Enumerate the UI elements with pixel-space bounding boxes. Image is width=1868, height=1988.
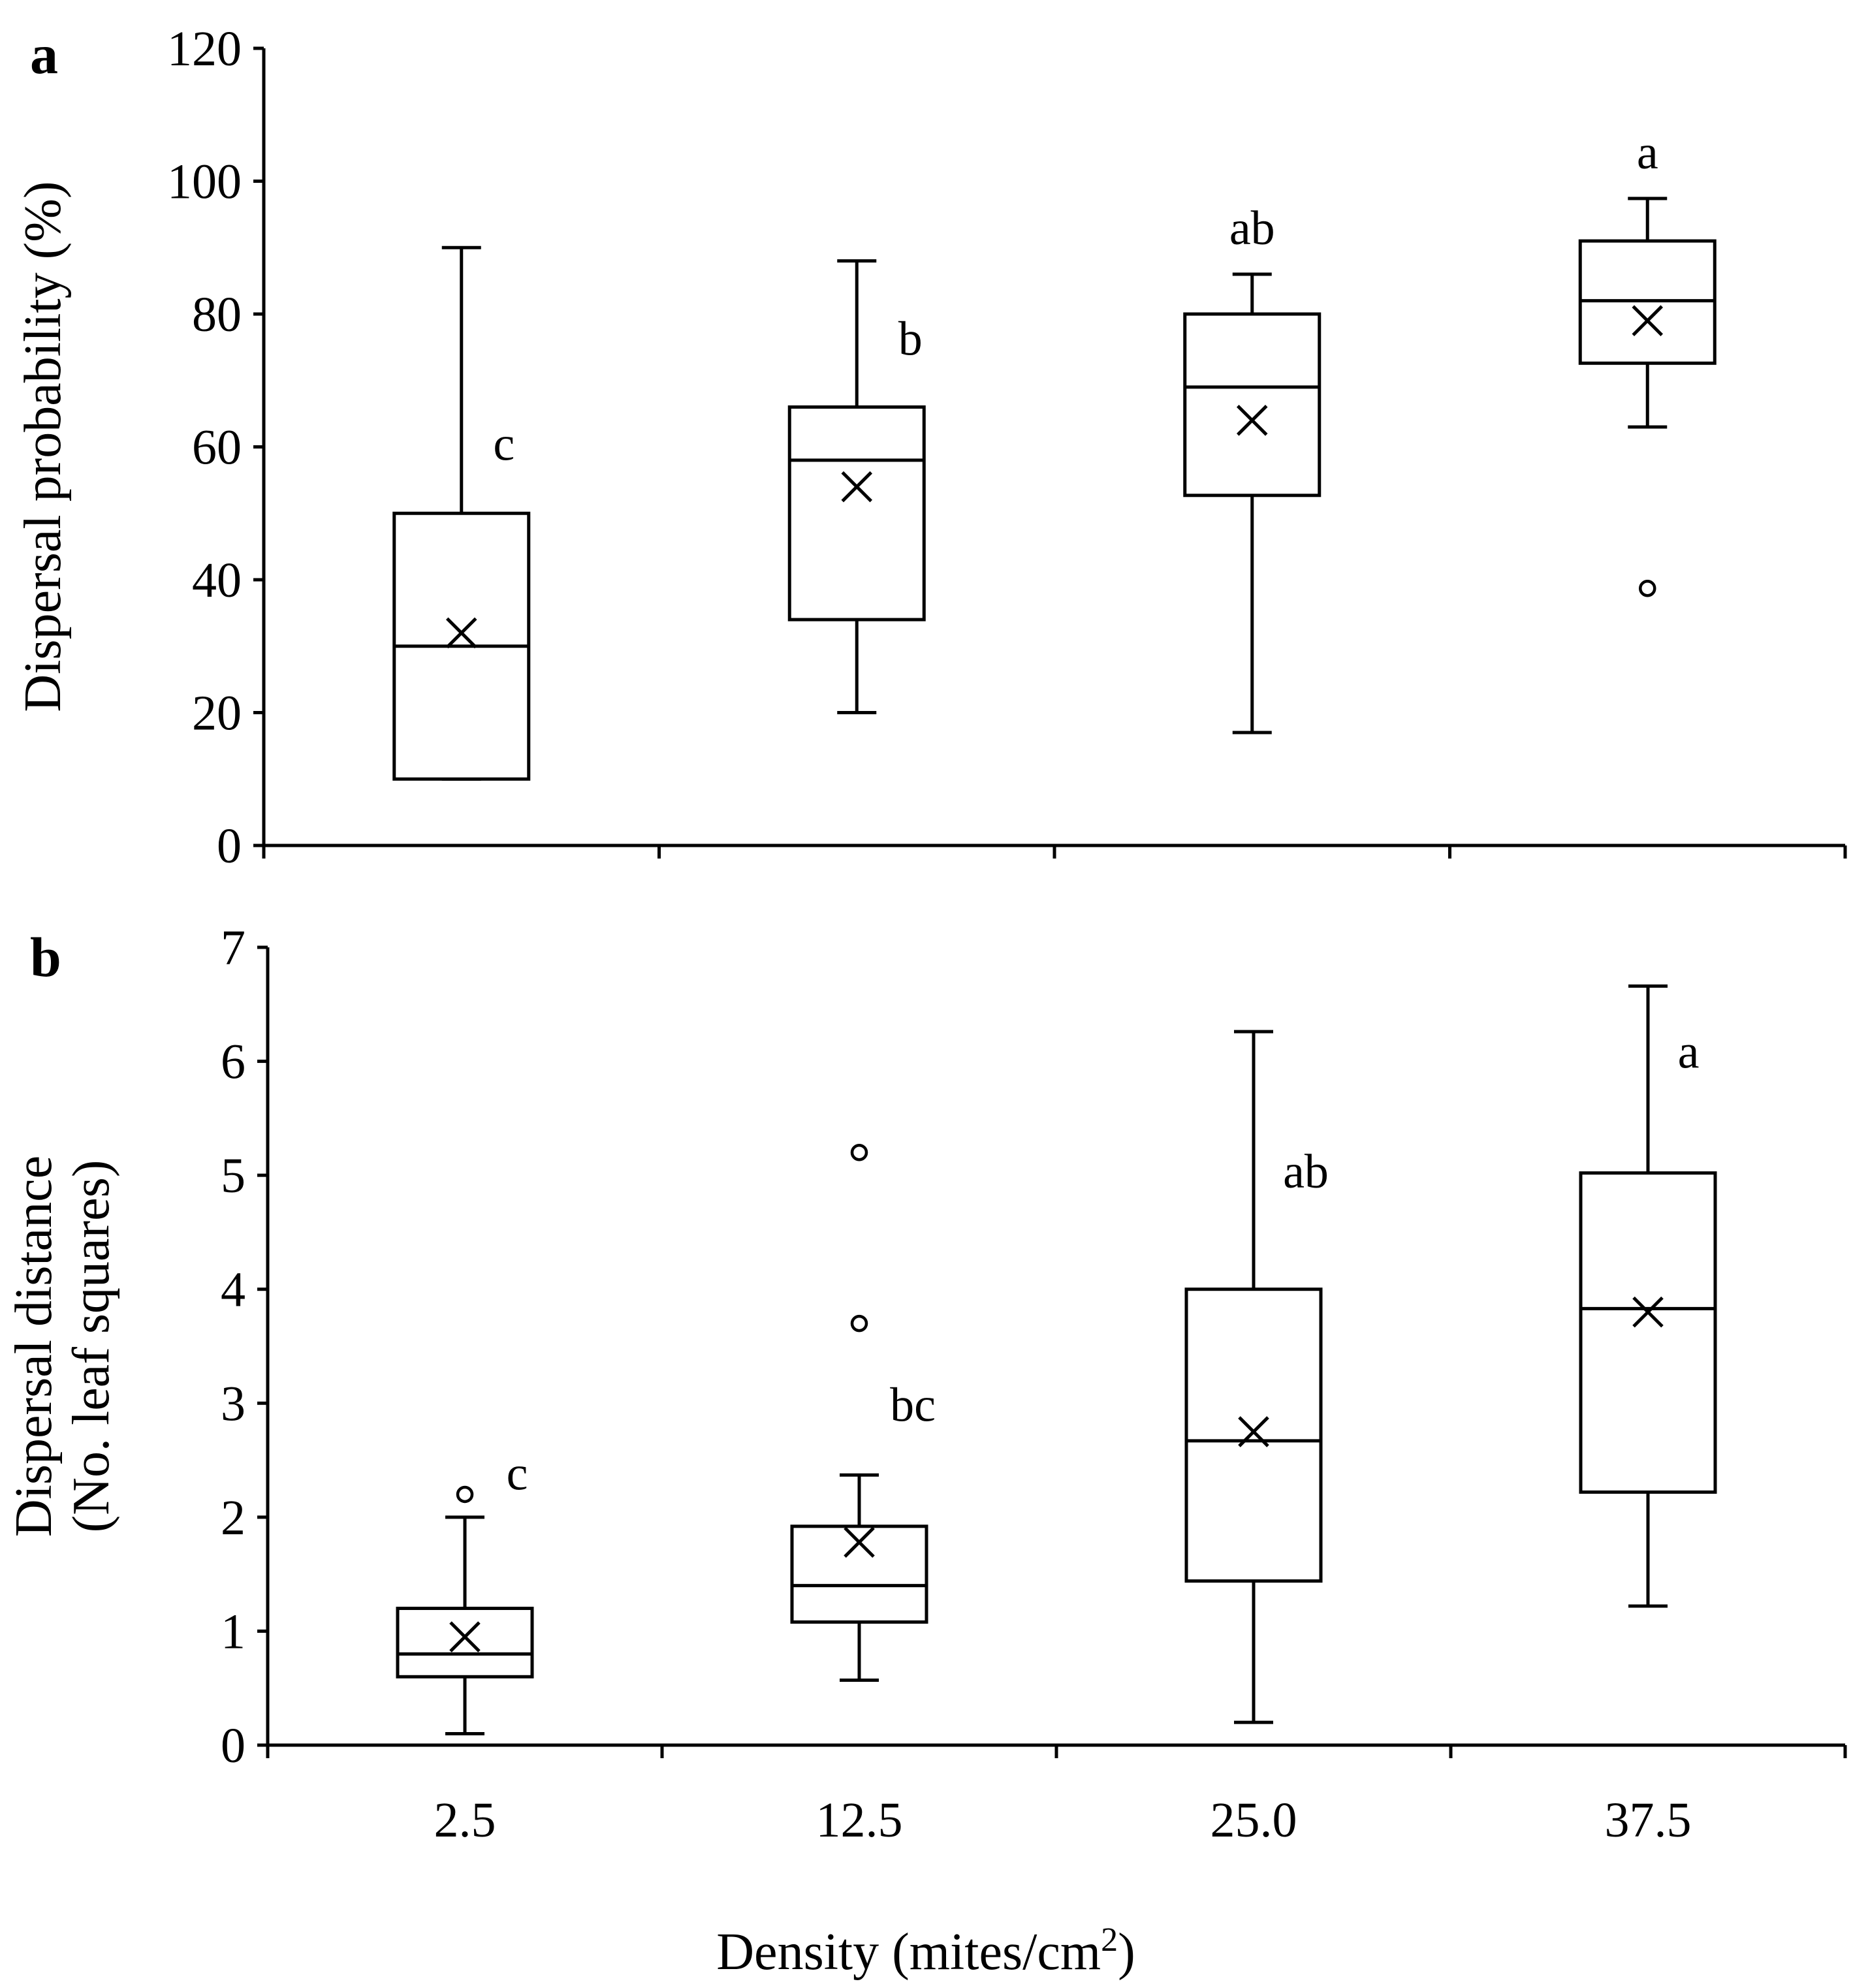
significance-letter: ab [1283, 1145, 1329, 1199]
significance-letter: bc [890, 1379, 936, 1432]
x-axis-title-end: ) [1118, 1923, 1135, 1981]
significance-letter: b [898, 313, 923, 366]
iqr-box [787, 405, 926, 622]
box-37.5: a [1578, 126, 1717, 597]
iqr-box [396, 1607, 534, 1679]
box-12.5: b [787, 259, 926, 714]
significance-letter: c [507, 1447, 528, 1500]
y-tick-label: 80 [192, 287, 242, 342]
outlier-point [1639, 579, 1656, 597]
y-tick-label: 120 [167, 22, 242, 76]
box-12.5: bc [790, 1143, 936, 1682]
significance-letter: a [1678, 1026, 1700, 1079]
y-tick-label: 100 [167, 155, 242, 210]
outlier-point [456, 1485, 474, 1504]
y-tick-label: 2 [221, 1491, 245, 1545]
box-37.5: a [1579, 984, 1717, 1608]
x-axis-title-main: Density (mites/cm [716, 1923, 1101, 1981]
panel-label: b [30, 926, 61, 988]
mean-marker [1238, 1416, 1269, 1447]
mean-marker [841, 471, 873, 503]
x-tick-label: 2.5 [434, 1793, 496, 1848]
outlier-point [850, 1314, 868, 1333]
box-2.5: c [396, 1447, 534, 1736]
box-25.0: ab [1184, 1030, 1329, 1724]
y-axis-title: Dispersal distance(No. leaf squares) [5, 1156, 120, 1537]
y-tick-label: 7 [221, 921, 245, 975]
significance-letter: c [493, 418, 514, 471]
box-25.0: ab [1183, 202, 1322, 734]
panel-b: b 0 1 2 3 4 5 6 7 Dispersal distance(No. leaf squ… [5, 921, 1847, 1848]
mean-marker [449, 1621, 481, 1652]
y-tick-label: 5 [221, 1148, 245, 1203]
y-axis-title: Dispersal probability (%) [14, 181, 72, 712]
y-tick-label: 0 [221, 1718, 245, 1773]
x-axis-title: Density (mites/cm2) [716, 1921, 1135, 1981]
x-tick-label: 25.0 [1211, 1793, 1297, 1848]
y-axis-title-line2: (No. leaf squares) [63, 1160, 120, 1533]
y-axis-title-line1: Dispersal distance [5, 1156, 63, 1537]
panel-label: a [30, 23, 58, 86]
y-tick-label: 6 [221, 1035, 245, 1090]
y-tick-label: 20 [192, 686, 242, 741]
iqr-box [1579, 1171, 1717, 1494]
y-tick-label: 60 [192, 420, 242, 475]
mean-marker [844, 1526, 875, 1558]
x-tick-label: 37.5 [1605, 1793, 1692, 1848]
y-tick-label: 0 [217, 819, 242, 874]
y-tick-label: 3 [221, 1376, 245, 1431]
mean-marker [445, 617, 477, 649]
panel-a: a 0 20 40 60 80 100 120 Dispersal probability (%… [14, 22, 1847, 874]
mean-marker [1632, 305, 1664, 336]
y-tick-label: 4 [221, 1263, 245, 1317]
mean-marker [1236, 405, 1268, 436]
outlier-point [850, 1143, 868, 1161]
significance-letter: ab [1229, 202, 1275, 255]
significance-letter: a [1637, 126, 1658, 180]
x-axis-title-superscript: 2 [1101, 1921, 1118, 1959]
mean-marker [1632, 1296, 1664, 1328]
box-2.5: c [392, 245, 531, 781]
y-tick-label: 1 [221, 1604, 245, 1659]
iqr-box [1184, 1287, 1323, 1583]
y-tick-label: 40 [192, 553, 242, 608]
iqr-box [1183, 312, 1322, 497]
x-tick-label: 12.5 [816, 1793, 903, 1848]
